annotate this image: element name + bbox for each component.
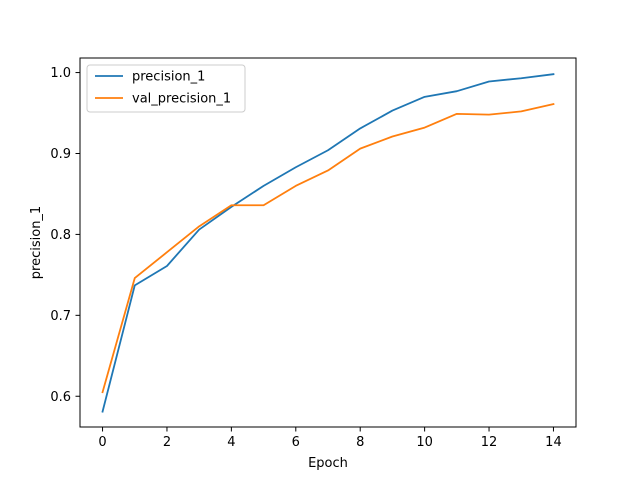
- x-axis-label: Epoch: [308, 456, 348, 471]
- plot-frame: [79, 57, 577, 428]
- legend: precision_1 val_precision_1: [86, 64, 246, 113]
- x-tick-label: 0: [98, 435, 106, 450]
- y-tick-label: 0.7: [50, 309, 71, 324]
- y-tick-label: 0.9: [50, 147, 71, 162]
- legend-box: [86, 64, 246, 113]
- x-tick-label: 10: [416, 435, 433, 450]
- x-tick-label: 8: [356, 435, 364, 450]
- x-tick-label: 14: [545, 435, 562, 450]
- y-tick-label: 1.0: [50, 66, 71, 81]
- x-tick-label: 12: [481, 435, 498, 450]
- series-layer: [101, 73, 555, 413]
- legend-label: val_precision_1: [132, 92, 231, 107]
- legend-label: precision_1: [132, 70, 205, 85]
- y-tick-label: 0.8: [50, 228, 71, 243]
- y-tick-label: 0.6: [50, 390, 71, 405]
- x-tick-label: 2: [163, 435, 171, 450]
- axes-layer: 0 2 4 6 8 10 12 14 0.6 0.7 0.8 0.9 1.0: [50, 57, 577, 450]
- series-line-precision-1: [101, 73, 555, 413]
- y-axis-label: precision_1: [29, 206, 44, 279]
- series-line-val-precision-1: [101, 103, 555, 394]
- x-tick-label: 4: [227, 435, 235, 450]
- x-tick-label: 6: [292, 435, 300, 450]
